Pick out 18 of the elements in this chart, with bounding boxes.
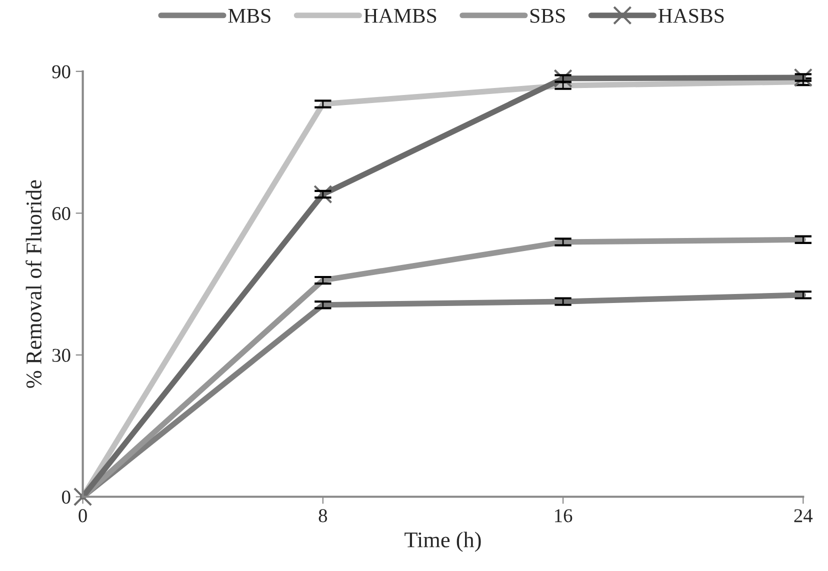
x-tick-label: 8: [318, 509, 328, 522]
y-axis-title: % Removal of Fluoride: [26, 180, 42, 388]
x-tick-label: 24: [794, 509, 813, 522]
y-tick-label: 90: [52, 65, 70, 78]
x-tick-label: 0: [78, 509, 87, 522]
y-tick-label: 0: [62, 490, 70, 504]
y-tick-label: 30: [52, 348, 70, 362]
legend-label: MBS: [228, 8, 270, 23]
legend-label: SBS: [530, 8, 565, 23]
point: [554, 69, 572, 88]
legend-label: HAMBS: [364, 8, 436, 23]
point: [314, 184, 332, 204]
point: [794, 68, 813, 87]
x-tick-label: 16: [555, 509, 572, 522]
y-tick-label: 60: [52, 206, 70, 220]
point: [73, 487, 92, 506]
legend-label: HASBS: [658, 8, 724, 23]
x-axis-title: Time (h): [404, 532, 481, 552]
